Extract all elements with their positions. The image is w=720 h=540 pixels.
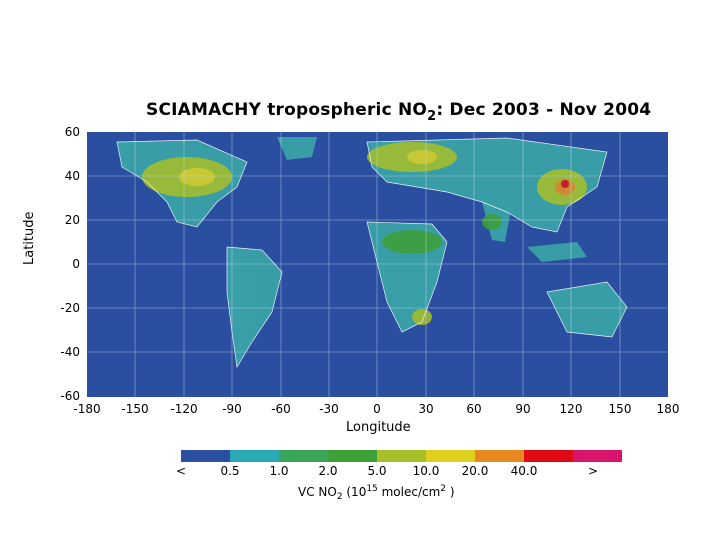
y-tick-label: -40 [60, 345, 80, 359]
colorbar-segment [475, 450, 524, 462]
x-tick-label: -90 [222, 402, 242, 416]
colorbar-label: < [175, 464, 187, 478]
x-tick-label: 0 [373, 402, 381, 416]
colorbar-label: 5.0 [367, 464, 387, 478]
y-tick-label: 60 [64, 125, 80, 139]
colorbar-label: 2.0 [318, 464, 338, 478]
x-tick-label: 30 [418, 402, 434, 416]
x-tick-label: 60 [466, 402, 482, 416]
colorbar-segment [377, 450, 426, 462]
map-title: SCIAMACHY tropospheric NO2: Dec 2003 - N… [146, 100, 652, 124]
x-tick-label: 90 [515, 402, 531, 416]
no2-map [87, 132, 668, 397]
x-tick-label: 180 [656, 402, 680, 416]
x-tick-label: -60 [271, 402, 291, 416]
x-tick-label: -30 [319, 402, 339, 416]
y-tick-label: -60 [60, 389, 80, 403]
colorbar-segment [230, 450, 279, 462]
y-tick-label: 40 [64, 169, 80, 183]
colorbar-segment [279, 450, 328, 462]
colorbar-label: 40.0 [510, 464, 538, 478]
colorbar-label: 1.0 [269, 464, 289, 478]
colorbar-units: VC NO2 (1015 molec/cm2 ) [298, 484, 455, 502]
colorbar-label: > [587, 464, 599, 478]
y-axis-label: Latitude [22, 211, 37, 265]
colorbar-label: 20.0 [461, 464, 489, 478]
y-tick-label: 0 [72, 257, 80, 271]
colorbar-label: 0.5 [220, 464, 240, 478]
x-tick-label: 150 [608, 402, 632, 416]
no2-hotspots [142, 142, 587, 325]
map-canvas [87, 132, 668, 397]
coastlines [116, 137, 628, 369]
x-tick-label: 120 [559, 402, 583, 416]
colorbar-segment [181, 450, 230, 462]
x-tick-label: -180 [73, 402, 101, 416]
colorbar-segment [573, 450, 622, 462]
x-axis-label: Longitude [346, 420, 411, 435]
colorbar-label: 10.0 [412, 464, 440, 478]
colorbar-segment [426, 450, 475, 462]
x-tick-label: -150 [121, 402, 149, 416]
y-tick-label: 20 [64, 213, 80, 227]
colorbar [181, 450, 622, 462]
y-tick-label: -20 [60, 301, 80, 315]
colorbar-segment [524, 450, 573, 462]
colorbar-segment [328, 450, 377, 462]
x-tick-label: -120 [170, 402, 198, 416]
